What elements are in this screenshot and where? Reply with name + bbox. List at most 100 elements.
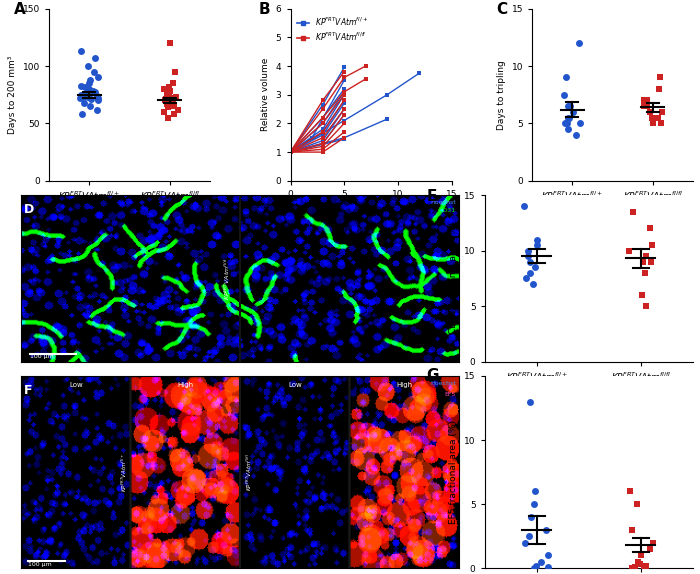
Point bbox=[83, 92, 94, 102]
Point bbox=[647, 241, 658, 250]
Point bbox=[92, 96, 104, 105]
Point bbox=[540, 525, 552, 534]
Text: Hoechst: Hoechst bbox=[430, 381, 456, 386]
Point bbox=[652, 113, 664, 122]
Point bbox=[531, 241, 542, 250]
Point bbox=[563, 113, 574, 122]
Point bbox=[164, 82, 175, 91]
Point bbox=[525, 397, 536, 406]
Point bbox=[158, 107, 169, 117]
Text: 100 μm: 100 μm bbox=[28, 561, 52, 567]
Point bbox=[542, 551, 554, 560]
Point bbox=[640, 251, 652, 261]
Point bbox=[648, 119, 659, 128]
Point bbox=[559, 119, 570, 128]
Point bbox=[645, 544, 656, 553]
Point bbox=[625, 487, 636, 496]
Point bbox=[87, 87, 98, 96]
Legend: KP$^{FRT}$VAtm$^{fl/+}$, KP$^{FRT}$VAtm$^{fl/fl}$: KP$^{FRT}$VAtm$^{fl/+}$, KP$^{FRT}$VAtm$… bbox=[294, 13, 371, 45]
Point bbox=[519, 538, 531, 547]
Point bbox=[162, 89, 173, 98]
Y-axis label: Relative volume: Relative volume bbox=[261, 58, 270, 131]
Point bbox=[524, 257, 536, 266]
Point bbox=[522, 246, 533, 255]
Point bbox=[164, 87, 175, 96]
Point bbox=[645, 224, 656, 233]
Point bbox=[634, 560, 645, 569]
Point bbox=[90, 88, 101, 97]
Point bbox=[531, 561, 542, 571]
Y-axis label: EF5 fractional area (%): EF5 fractional area (%) bbox=[449, 420, 459, 524]
Point bbox=[85, 102, 96, 111]
Point bbox=[567, 107, 578, 117]
Point bbox=[92, 94, 103, 103]
Point bbox=[167, 98, 178, 107]
Point bbox=[162, 99, 173, 108]
Point bbox=[169, 67, 180, 76]
Point bbox=[648, 538, 659, 547]
Text: CD31: CD31 bbox=[439, 208, 456, 214]
Text: Low: Low bbox=[288, 382, 302, 389]
Point bbox=[638, 102, 650, 111]
Point bbox=[88, 67, 99, 76]
Point bbox=[78, 98, 90, 107]
Point bbox=[92, 91, 103, 100]
Text: $KP^{FRT}$V$Atm^{fl/+}$: $KP^{FRT}$V$Atm^{fl/+}$ bbox=[4, 257, 13, 301]
Text: C: C bbox=[496, 2, 507, 17]
Text: G: G bbox=[426, 369, 439, 383]
Point bbox=[525, 268, 536, 277]
Point bbox=[169, 110, 180, 119]
Point bbox=[167, 79, 178, 88]
Y-axis label: Days to tripling: Days to tripling bbox=[497, 60, 506, 130]
Point bbox=[638, 96, 650, 105]
Point bbox=[638, 564, 650, 573]
Point bbox=[637, 257, 648, 266]
Point bbox=[573, 38, 584, 48]
Text: Hoechst: Hoechst bbox=[430, 200, 456, 204]
Point bbox=[571, 130, 582, 139]
Point bbox=[647, 113, 658, 122]
Point bbox=[653, 84, 664, 94]
Point bbox=[84, 79, 95, 88]
Point bbox=[542, 563, 554, 572]
Text: D: D bbox=[24, 204, 34, 216]
Point bbox=[522, 251, 533, 261]
Point bbox=[160, 95, 172, 104]
Point bbox=[162, 103, 174, 112]
Point bbox=[563, 113, 574, 122]
Y-axis label: CD31 fractional area (%): CD31 fractional area (%) bbox=[449, 222, 459, 335]
Point bbox=[633, 557, 644, 567]
Text: B: B bbox=[258, 2, 270, 17]
Point bbox=[79, 82, 90, 91]
Point bbox=[530, 487, 541, 496]
Point bbox=[624, 246, 635, 255]
Point bbox=[76, 90, 87, 99]
Text: Low: Low bbox=[69, 382, 83, 389]
Point bbox=[528, 564, 540, 573]
Point bbox=[76, 81, 87, 90]
Point bbox=[636, 290, 648, 300]
Point bbox=[642, 96, 653, 105]
Point bbox=[654, 73, 666, 82]
Point bbox=[169, 94, 181, 103]
Point bbox=[627, 525, 638, 534]
Point bbox=[93, 73, 104, 82]
Point bbox=[519, 201, 530, 211]
Text: High: High bbox=[178, 382, 194, 389]
Point bbox=[164, 90, 175, 99]
Text: F: F bbox=[24, 383, 32, 397]
Text: 100 μm: 100 μm bbox=[30, 354, 54, 359]
Text: E: E bbox=[426, 188, 437, 204]
Point bbox=[562, 119, 573, 128]
Text: High: High bbox=[396, 382, 412, 389]
Point bbox=[640, 561, 652, 571]
Point bbox=[162, 113, 174, 122]
Point bbox=[163, 100, 174, 110]
Point bbox=[160, 96, 171, 105]
Point bbox=[564, 102, 575, 111]
Text: $KP^{FRT}$V$Atm^{fl/+}$: $KP^{FRT}$V$Atm^{fl/+}$ bbox=[120, 452, 129, 492]
Text: $KP^{FRT}$V$Atm^{fl/fl}$: $KP^{FRT}$V$Atm^{fl/fl}$ bbox=[223, 257, 232, 300]
Point bbox=[629, 563, 641, 572]
Point bbox=[85, 75, 96, 84]
Point bbox=[80, 91, 91, 100]
